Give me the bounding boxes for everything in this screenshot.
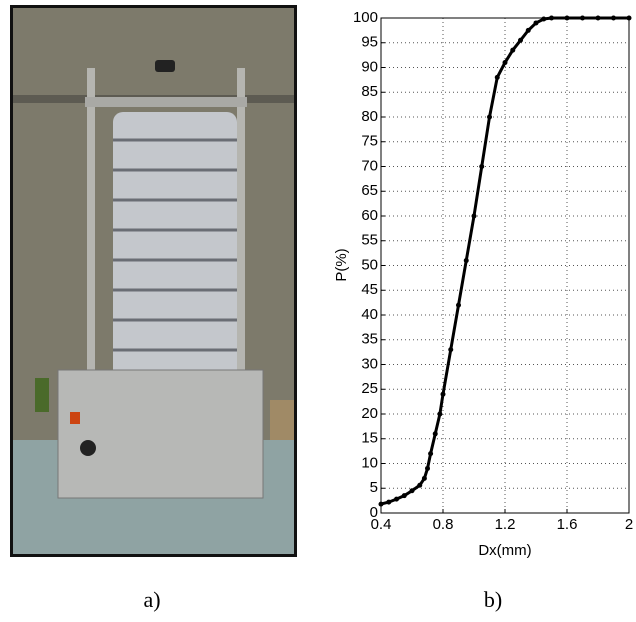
y-tick-label: 45: [361, 281, 378, 298]
data-point: [428, 451, 434, 457]
x-axis-label: Dx(mm): [478, 542, 531, 559]
y-tick-label: 70: [361, 157, 378, 174]
x-tick-label: 1.6: [557, 516, 578, 533]
data-point: [421, 475, 427, 481]
x-tick-label: 2: [625, 516, 633, 533]
data-point: [409, 488, 415, 494]
y-tick-label: 75: [361, 133, 378, 150]
data-point: [386, 499, 392, 505]
photo-rings: [113, 138, 237, 352]
photo-rod: [87, 68, 95, 383]
data-point: [487, 114, 492, 120]
data-point: [401, 493, 407, 499]
y-tick-label: 100: [353, 9, 378, 26]
photo-knob: [155, 60, 175, 72]
data-point: [463, 258, 469, 264]
photo-bottle: [35, 378, 49, 412]
y-tick-label: 95: [361, 34, 378, 51]
y-tick-label: 40: [361, 306, 378, 323]
data-point: [541, 16, 547, 22]
data-point: [448, 347, 454, 353]
photo-rod: [237, 68, 245, 383]
x-tick-label: 0.4: [371, 516, 392, 533]
y-tick-label: 30: [361, 355, 378, 372]
y-tick-label: 80: [361, 108, 378, 125]
y-tick-label: 60: [361, 207, 378, 224]
y-tick-label: 50: [361, 256, 378, 273]
data-point: [626, 15, 632, 21]
y-tick-label: 15: [361, 430, 378, 447]
caption: a): [143, 587, 160, 612]
data-point: [417, 482, 423, 488]
data-point: [611, 15, 616, 21]
y-tick-label: 55: [361, 232, 378, 249]
data-point: [432, 431, 438, 437]
y-tick-label: 20: [361, 405, 378, 422]
y-axis-label: P(%): [333, 248, 350, 281]
caption: b): [484, 587, 502, 612]
data-point: [471, 213, 477, 219]
x-tick-label: 1.2: [495, 516, 516, 533]
data-point: [564, 15, 570, 21]
data-point: [437, 411, 443, 417]
data-point: [425, 465, 430, 471]
y-tick-label: 10: [361, 454, 378, 471]
photo: [10, 5, 297, 557]
y-tick-label: 25: [361, 380, 378, 397]
y-tick-label: 85: [361, 83, 378, 100]
data-point: [394, 496, 399, 502]
data-point: [456, 302, 461, 308]
data-point: [518, 37, 523, 43]
photo-box: [270, 400, 294, 440]
data-point: [533, 20, 539, 26]
data-point: [440, 391, 446, 397]
photo-switch: [70, 412, 80, 424]
data-point: [494, 74, 500, 80]
data-point: [378, 501, 384, 507]
data-point: [510, 47, 516, 53]
y-tick-label: 90: [361, 58, 378, 75]
y-tick-label: 0: [370, 504, 378, 521]
data-point: [580, 15, 585, 21]
plot-frame: [380, 17, 630, 514]
photo-sieves: [113, 112, 237, 384]
photo-bar: [85, 97, 247, 107]
data-point: [595, 15, 601, 21]
data-point: [549, 15, 554, 21]
data-point: [479, 164, 485, 169]
y-tick-label: 5: [370, 479, 378, 496]
y-tick-label: 35: [361, 331, 378, 348]
data-point: [502, 60, 508, 66]
photo-dial: [80, 440, 96, 456]
y-tick-label: 65: [361, 182, 378, 199]
photo-base: [57, 369, 264, 499]
data-point: [525, 27, 531, 33]
x-tick-label: 0.8: [433, 516, 454, 533]
